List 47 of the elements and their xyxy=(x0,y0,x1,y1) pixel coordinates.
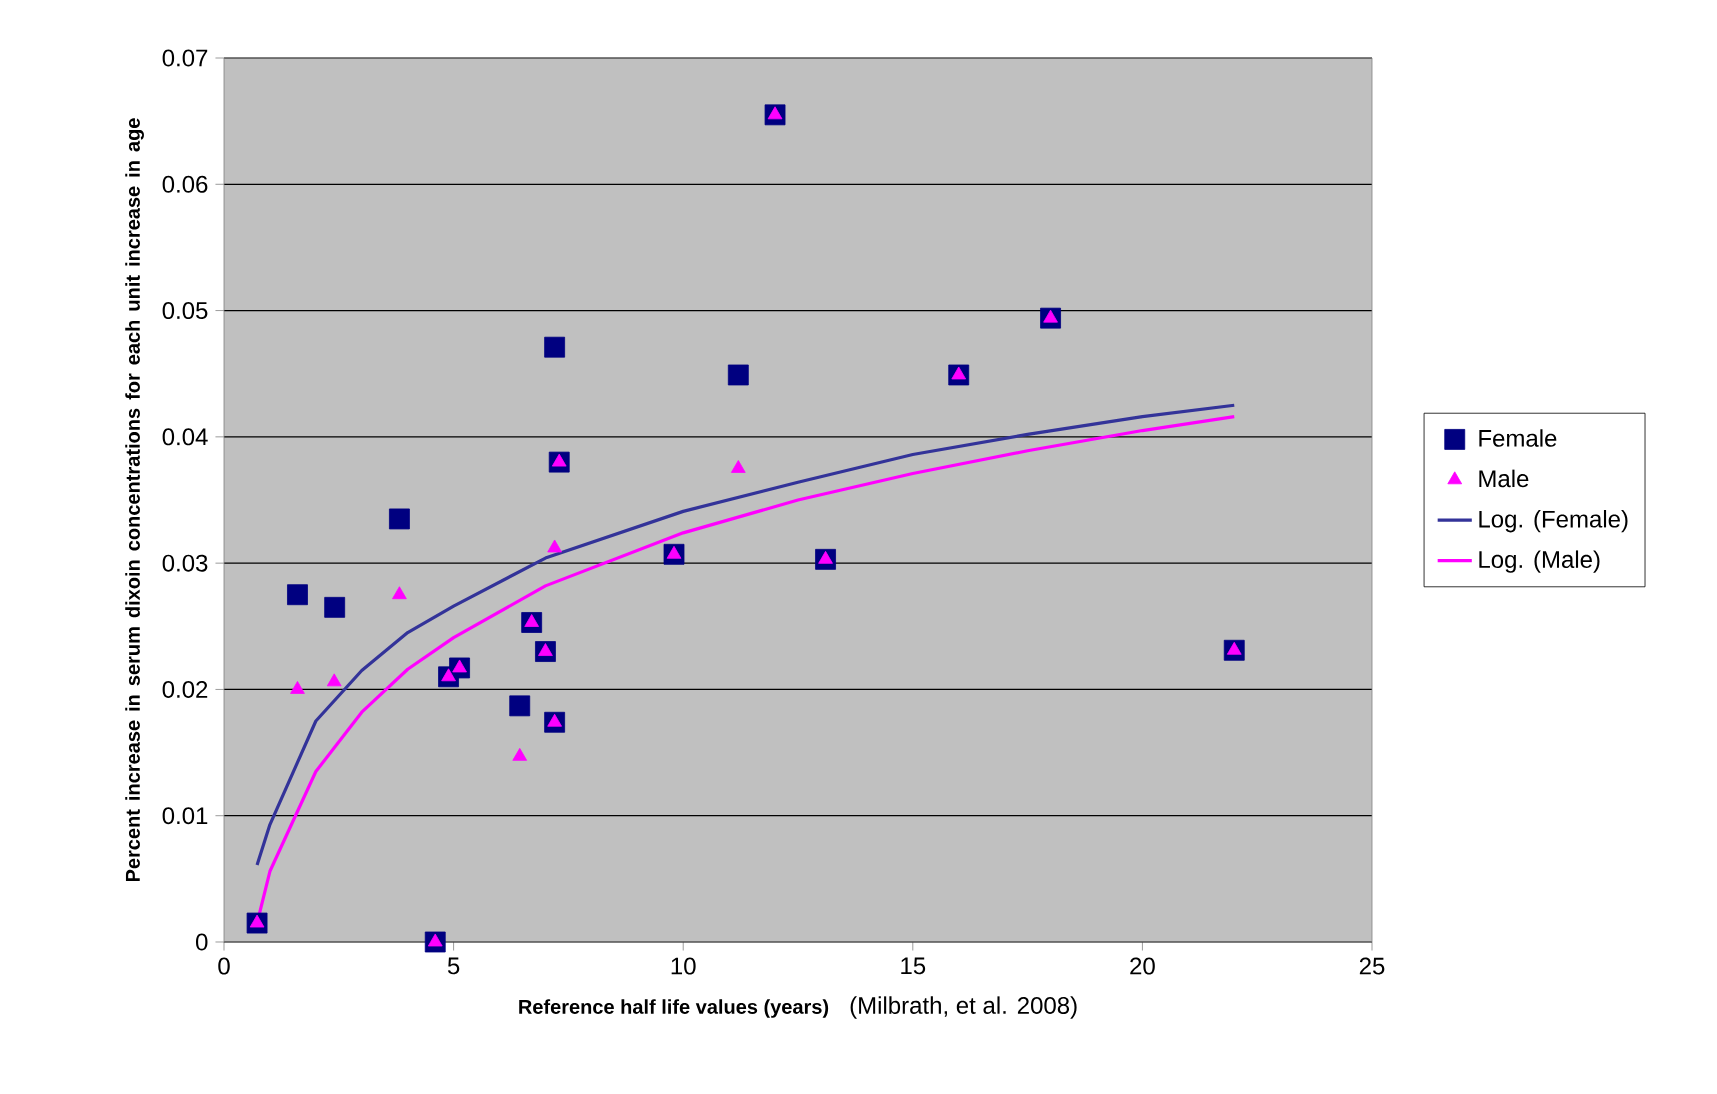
point xyxy=(666,545,682,559)
point xyxy=(1043,309,1058,323)
point xyxy=(727,364,749,386)
point xyxy=(730,460,746,473)
y-tick-label: 0 xyxy=(196,933,208,951)
point xyxy=(389,508,410,530)
y-axis-title: Percent increase in serum dixoin concentrations for each unit increase in age xyxy=(125,118,144,882)
point xyxy=(512,747,528,761)
point xyxy=(767,106,783,120)
point xyxy=(1226,641,1242,655)
point xyxy=(326,673,342,687)
point xyxy=(951,366,967,380)
x-tick-label: 10 xyxy=(671,957,696,975)
point xyxy=(547,713,562,727)
point xyxy=(441,668,456,682)
x-tick-label: 0 xyxy=(218,957,230,975)
point xyxy=(452,659,467,673)
point xyxy=(547,539,562,553)
y-tick-label: 0.02 xyxy=(162,680,208,698)
x-tick-label: 15 xyxy=(901,957,926,975)
y-tick-label: 0.07 xyxy=(162,49,208,67)
x-tick-label: 25 xyxy=(1359,957,1385,975)
x-axis-title: Reference half life values (years) xyxy=(519,999,829,1018)
point xyxy=(538,643,553,656)
point xyxy=(551,453,567,467)
point xyxy=(249,914,265,928)
x-tick-label: 20 xyxy=(1130,957,1155,975)
point xyxy=(524,614,539,627)
point xyxy=(544,336,566,358)
legend-label: Male xyxy=(1479,469,1529,488)
point xyxy=(509,695,531,717)
legend-label: Log. (Female) xyxy=(1479,510,1628,533)
y-tick-label: 0.06 xyxy=(162,175,208,193)
legend-label: Log. (Male) xyxy=(1479,550,1600,573)
point xyxy=(392,586,407,600)
y-tick-label: 0.04 xyxy=(162,428,208,446)
legend-label: Female xyxy=(1479,429,1557,447)
point xyxy=(818,550,833,564)
point xyxy=(287,584,308,606)
y-tick-label: 0.05 xyxy=(162,302,208,320)
x-tick-label: 5 xyxy=(447,957,460,975)
y-tick-label: 0.01 xyxy=(162,807,208,825)
point xyxy=(290,681,305,694)
y-tick-label: 0.03 xyxy=(162,554,208,572)
point xyxy=(427,933,443,947)
point xyxy=(324,596,346,618)
text: (Milbrath, et al. 2008) xyxy=(850,996,1077,1019)
